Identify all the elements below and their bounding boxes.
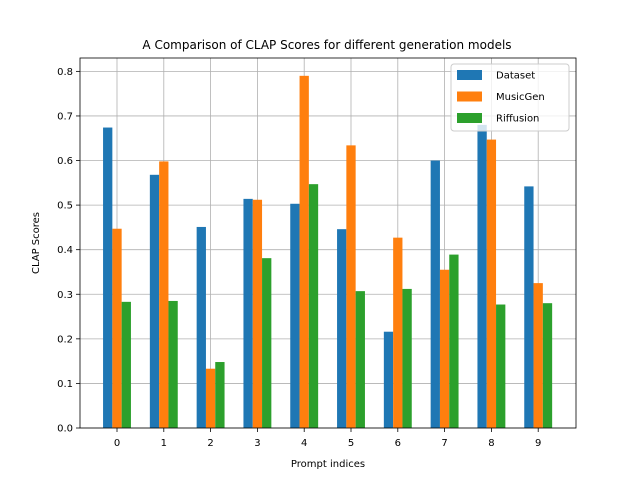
x-tick-label: 3 [254, 438, 260, 449]
y-tick-label: 0.2 [57, 334, 73, 345]
y-tick-label: 0.4 [57, 245, 73, 256]
x-tick-label: 7 [441, 438, 447, 449]
x-tick-label: 0 [114, 438, 120, 449]
bar-musicgen-6 [393, 237, 403, 428]
bar-riffusion-4 [308, 184, 319, 428]
bar-riffusion-1 [168, 300, 178, 428]
bar-musicgen-8 [486, 139, 497, 428]
bar-dataset-4 [290, 203, 300, 428]
bar-dataset-1 [149, 174, 160, 428]
bar-riffusion-0 [121, 301, 131, 428]
legend-swatch-dataset [457, 70, 482, 80]
bars [103, 75, 553, 429]
y-axis-label: CLAP Scores [31, 212, 42, 274]
y-tick-label: 0.1 [57, 379, 73, 390]
y-tick-label: 0.5 [57, 201, 73, 212]
bar-musicgen-1 [159, 161, 169, 429]
bar-musicgen-4 [299, 75, 309, 428]
bar-riffusion-5 [355, 291, 365, 428]
bar-riffusion-2 [215, 362, 225, 428]
x-tick-label: 5 [348, 438, 354, 449]
y-tick-label: 0.8 [57, 67, 73, 78]
legend-label-riffusion: Riffusion [496, 114, 539, 125]
bar-riffusion-6 [402, 288, 412, 428]
x-tick-label: 4 [301, 438, 307, 449]
bar-musicgen-0 [112, 228, 122, 428]
bar-musicgen-5 [346, 145, 356, 428]
x-axis-ticks: 0 1 2 3 4 5 6 7 8 9 [114, 428, 541, 449]
x-axis-label: Prompt indices [291, 459, 365, 470]
bar-dataset-3 [243, 198, 253, 428]
bar-musicgen-7 [439, 269, 450, 428]
legend-swatch-riffusion [457, 113, 482, 123]
bar-dataset-6 [383, 331, 394, 428]
plot-frame [79, 57, 577, 429]
bar-musicgen-9 [533, 283, 543, 428]
bar-riffusion-7 [449, 254, 459, 428]
y-tick-label: 0.3 [57, 290, 73, 301]
bar-riffusion-9 [542, 303, 553, 428]
x-tick-label: 6 [395, 438, 401, 449]
x-tick-label: 9 [535, 438, 541, 449]
legend-label-musicgen: MusicGen [496, 92, 545, 103]
x-tick-label: 2 [207, 438, 213, 449]
bar-dataset-9 [524, 186, 534, 428]
bar-dataset-2 [196, 226, 206, 428]
legend-label-dataset: Dataset [496, 71, 535, 82]
bar-riffusion-3 [262, 258, 272, 428]
bar-dataset-0 [103, 127, 113, 428]
y-tick-label: 0.6 [57, 156, 73, 167]
legend-swatch-musicgen [457, 91, 482, 102]
x-tick-label: 1 [161, 438, 167, 449]
y-tick-label: 0.7 [57, 111, 73, 122]
bar-riffusion-8 [496, 304, 506, 428]
bar-dataset-8 [477, 124, 487, 429]
y-axis-ticks: 0.0 0.1 0.2 0.3 0.4 0.5 0.6 0.7 0.8 [57, 67, 80, 435]
bar-musicgen-2 [205, 368, 216, 428]
bar-musicgen-3 [252, 199, 263, 428]
x-tick-label: 8 [488, 438, 494, 449]
chart-title: A Comparison of CLAP Scores for differen… [142, 38, 511, 52]
bar-dataset-7 [430, 160, 440, 428]
bar-dataset-5 [337, 229, 347, 428]
legend: Dataset MusicGen Riffusion [450, 63, 570, 132]
y-tick-label: 0.0 [57, 424, 73, 435]
